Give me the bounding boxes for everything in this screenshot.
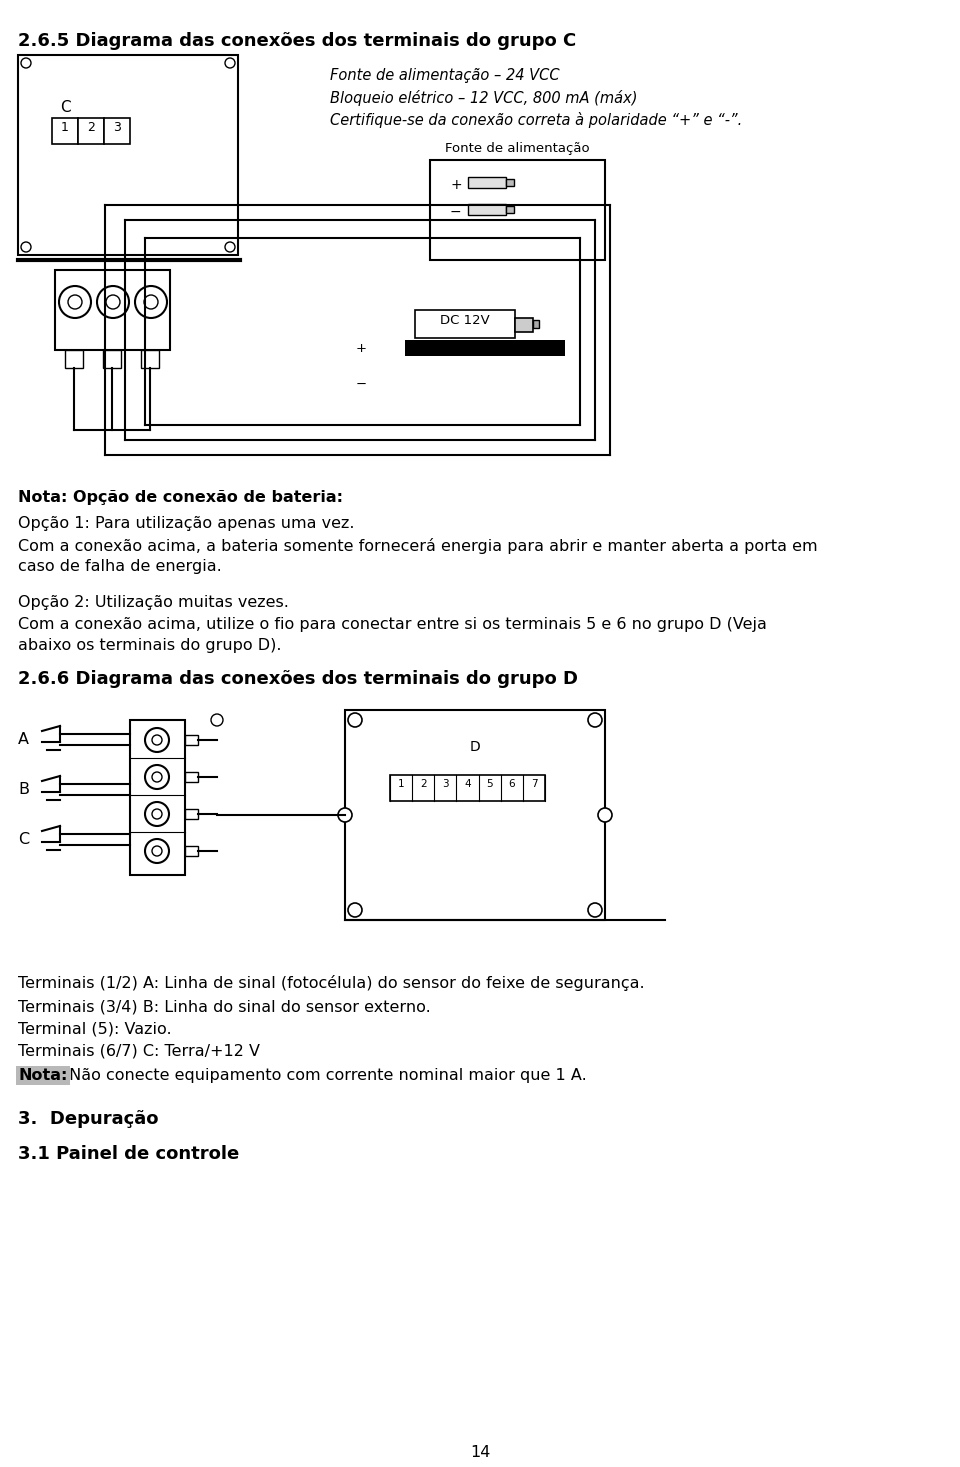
Bar — [130, 720, 185, 874]
Bar — [506, 179, 514, 186]
Bar — [65, 351, 83, 368]
Circle shape — [106, 295, 120, 310]
Text: 2: 2 — [87, 120, 95, 133]
Text: DC 12V: DC 12V — [440, 314, 490, 327]
Text: Não conecte equipamento com corrente nominal maior que 1 A.: Não conecte equipamento com corrente nom… — [64, 1068, 587, 1083]
Text: D: D — [469, 739, 480, 754]
Text: 3.1 Painel de controle: 3.1 Painel de controle — [18, 1146, 239, 1163]
Text: 2.6.6 Diagrama das conexões dos terminais do grupo D: 2.6.6 Diagrama das conexões dos terminai… — [18, 670, 578, 688]
Circle shape — [145, 802, 169, 826]
Text: C: C — [60, 100, 71, 114]
Text: 6: 6 — [509, 779, 516, 789]
Text: 14: 14 — [469, 1445, 491, 1460]
Bar — [506, 205, 514, 213]
Bar — [468, 204, 506, 216]
Text: 3: 3 — [113, 120, 121, 133]
Circle shape — [598, 808, 612, 822]
Text: 2.6.5 Diagrama das conexões dos terminais do grupo C: 2.6.5 Diagrama das conexões dos terminai… — [18, 32, 576, 50]
Text: 5: 5 — [487, 779, 492, 789]
Text: B: B — [18, 782, 29, 798]
Text: caso de falha de energia.: caso de falha de energia. — [18, 559, 222, 574]
Circle shape — [152, 846, 162, 857]
Bar — [533, 320, 539, 329]
Circle shape — [152, 808, 162, 819]
Bar — [185, 735, 198, 745]
Circle shape — [152, 772, 162, 782]
Text: Com a conexão acima, utilize o fio para conectar entre si os terminais 5 e 6 no : Com a conexão acima, utilize o fio para … — [18, 618, 767, 632]
Text: Fonte de alimentação: Fonte de alimentação — [444, 142, 589, 156]
Text: +: + — [450, 178, 462, 192]
Circle shape — [68, 295, 82, 310]
Text: −: − — [356, 378, 367, 392]
Circle shape — [211, 714, 223, 726]
Bar — [185, 808, 198, 819]
Text: 3: 3 — [442, 779, 448, 789]
Circle shape — [588, 904, 602, 917]
Circle shape — [338, 808, 352, 822]
Circle shape — [152, 735, 162, 745]
Bar — [515, 318, 533, 332]
Bar — [345, 710, 605, 920]
Bar — [185, 772, 198, 782]
Text: 2: 2 — [420, 779, 426, 789]
Bar — [430, 160, 605, 260]
Circle shape — [145, 764, 169, 789]
Bar — [104, 117, 130, 144]
Bar — [141, 351, 159, 368]
Text: Opção 1: Para utilização apenas uma vez.: Opção 1: Para utilização apenas uma vez. — [18, 516, 354, 531]
Text: A: A — [18, 732, 29, 748]
Circle shape — [135, 286, 167, 318]
Circle shape — [144, 295, 158, 310]
Text: Opção 2: Utilização muitas vezes.: Opção 2: Utilização muitas vezes. — [18, 596, 289, 610]
Text: Certifique-se da conexão correta à polaridade “+” e “-”.: Certifique-se da conexão correta à polar… — [330, 111, 742, 128]
Bar — [390, 775, 545, 801]
Text: +: + — [356, 342, 367, 355]
Circle shape — [225, 242, 235, 252]
Circle shape — [145, 728, 169, 753]
Circle shape — [59, 286, 91, 318]
Circle shape — [145, 839, 169, 863]
Text: C: C — [18, 832, 29, 848]
Text: Fonte de alimentação – 24 VCC: Fonte de alimentação – 24 VCC — [330, 67, 560, 84]
Text: 1: 1 — [397, 779, 404, 789]
Text: 3.  Depuração: 3. Depuração — [18, 1111, 158, 1128]
Circle shape — [348, 713, 362, 728]
Text: 7: 7 — [531, 779, 538, 789]
Circle shape — [97, 286, 129, 318]
Bar — [18, 54, 238, 255]
Bar — [415, 310, 515, 337]
Bar — [55, 270, 170, 351]
Bar — [78, 117, 104, 144]
Circle shape — [348, 904, 362, 917]
Text: Terminais (3/4) B: Linha do sinal do sensor externo.: Terminais (3/4) B: Linha do sinal do sen… — [18, 999, 431, 1014]
Bar — [103, 351, 121, 368]
Bar — [185, 846, 198, 857]
Text: Bloqueio elétrico – 12 VCC, 800 mA (máx): Bloqueio elétrico – 12 VCC, 800 mA (máx) — [330, 89, 637, 106]
Bar — [405, 340, 565, 356]
Text: abaixo os terminais do grupo D).: abaixo os terminais do grupo D). — [18, 638, 281, 653]
Circle shape — [588, 713, 602, 728]
Circle shape — [21, 59, 31, 67]
Bar — [52, 117, 78, 144]
Bar — [468, 178, 506, 188]
Text: 1: 1 — [61, 120, 69, 133]
Text: 4: 4 — [465, 779, 470, 789]
Text: −: − — [450, 205, 462, 219]
Circle shape — [225, 59, 235, 67]
Text: Terminal (5): Vazio.: Terminal (5): Vazio. — [18, 1022, 172, 1037]
Text: Nota:: Nota: — [18, 1068, 67, 1083]
Circle shape — [21, 242, 31, 252]
Text: Com a conexão acima, a bateria somente fornecerá energia para abrir e manter abe: Com a conexão acima, a bateria somente f… — [18, 538, 818, 555]
Text: Terminais (6/7) C: Terra/+12 V: Terminais (6/7) C: Terra/+12 V — [18, 1045, 260, 1059]
Text: Terminais (1/2) A: Linha de sinal (fotocélula) do sensor do feixe de segurança.: Terminais (1/2) A: Linha de sinal (fotoc… — [18, 976, 644, 992]
Text: Nota: Opção de conexão de bateria:: Nota: Opção de conexão de bateria: — [18, 490, 343, 505]
